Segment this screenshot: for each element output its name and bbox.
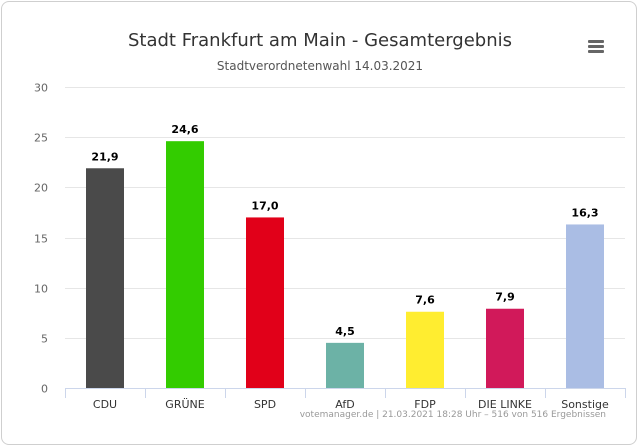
y-tick-label: 10 [34,283,48,296]
x-tick-label: DIE LINKE [478,398,532,411]
y-tick-label: 20 [34,182,48,195]
y-tick-label: 0 [41,383,48,396]
hamburger-menu-icon[interactable] [580,34,610,60]
data-label: 16,3 [571,206,598,219]
data-label: 7,9 [495,291,515,304]
x-tick-label: FDP [414,398,436,411]
y-tick-label: 5 [41,333,48,346]
data-label: 21,9 [91,150,118,163]
bar-fdp[interactable] [406,311,444,388]
x-tick-label: SPD [254,398,276,411]
data-label: 17,0 [251,199,278,212]
bar-afd[interactable] [326,342,364,388]
data-label: 7,6 [415,294,435,307]
bar-cdu[interactable] [86,168,124,388]
menu-line [588,45,604,48]
credits-text[interactable]: votemanager.de | 21.03.2021 18:28 Uhr – … [299,410,606,420]
y-tick-label: 15 [34,233,48,246]
x-tick-label: GRÜNE [165,398,204,411]
y-tick-label: 25 [34,132,48,145]
bar-spd[interactable] [246,217,284,388]
chart-subtitle: Stadtverordnetenwahl 14.03.2021 [216,59,424,73]
x-tick-label: Sonstige [561,398,609,411]
y-tick-label: 30 [34,82,48,95]
data-label: 4,5 [335,325,355,338]
x-tick-label: AfD [335,398,354,411]
menu-line [588,40,604,43]
chart-title: Stadt Frankfurt am Main - Gesamtergebnis [127,30,513,51]
bar-grüne[interactable] [166,141,204,388]
x-tick-label: CDU [93,398,117,411]
bar-die-linke[interactable] [486,308,524,388]
bar-sonstige[interactable] [566,224,604,388]
data-label: 24,6 [171,123,198,136]
menu-line [588,50,604,53]
